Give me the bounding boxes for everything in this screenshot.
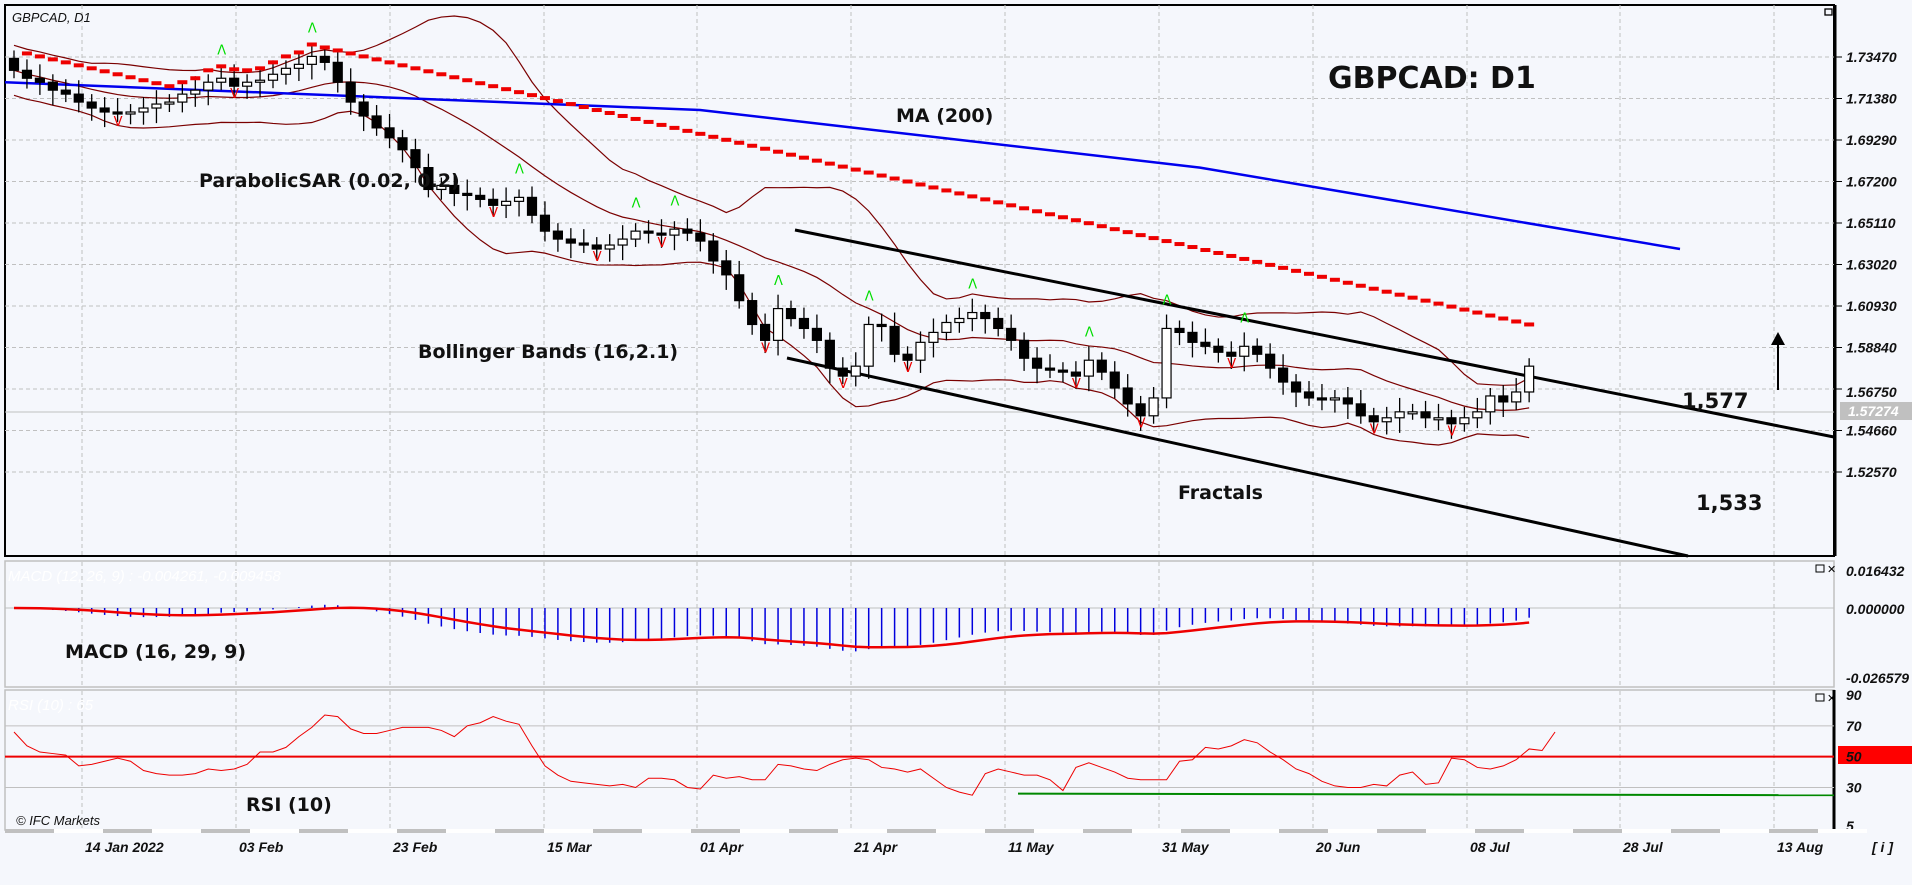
svg-text:Λ: Λ: [670, 194, 679, 209]
bollinger-bands: [13, 15, 1530, 446]
svg-text:11 May: 11 May: [1008, 839, 1055, 855]
up-arrow-icon: [1771, 332, 1785, 390]
macd-pane[interactable]: [4, 560, 1835, 688]
support-level-label: 1,533: [1696, 491, 1762, 515]
symbol-label: GBPCAD, D1: [12, 10, 91, 25]
close-rsi-icon[interactable]: ✕: [1827, 692, 1836, 705]
svg-text:Λ: Λ: [774, 274, 783, 289]
svg-text:1.63020: 1.63020: [1846, 257, 1897, 273]
info-button[interactable]: [ i ]: [1871, 839, 1894, 855]
svg-text:1.65110: 1.65110: [1846, 215, 1896, 231]
svg-text:-0.026579: -0.026579: [1846, 670, 1909, 686]
svg-text:V: V: [489, 206, 498, 221]
svg-text:5: 5: [1846, 818, 1854, 834]
svg-text:1.67200: 1.67200: [1846, 174, 1897, 190]
svg-text:08 Jul: 08 Jul: [1470, 839, 1511, 855]
svg-text:50: 50: [1846, 749, 1862, 765]
current-price-label: 1.57274: [1848, 403, 1899, 419]
macd-header: MACD (12, 26, 9) : -0.004261, -0.009458: [8, 568, 281, 585]
time-scrollbar[interactable]: [5, 829, 1867, 833]
resistance-level-label: 1,577: [1682, 389, 1748, 413]
svg-text:0.016432: 0.016432: [1846, 563, 1905, 579]
time-axis: 14 Jan 2022 03 Feb 23 Feb 15 Mar 01 Apr 21 Ap…: [85, 839, 1824, 855]
svg-text:V: V: [1447, 425, 1456, 440]
maximize-macd-icon[interactable]: [1815, 564, 1825, 573]
svg-text:1.56750: 1.56750: [1846, 384, 1897, 400]
svg-text:V: V: [1072, 377, 1081, 392]
rsi-axis: 90 70 50 30 5: [1846, 687, 1862, 834]
svg-text:1.69290: 1.69290: [1846, 132, 1897, 148]
svg-text:V: V: [114, 115, 123, 130]
svg-text:1.58840: 1.58840: [1846, 340, 1897, 356]
svg-text:V: V: [593, 250, 602, 265]
svg-text:1.60930: 1.60930: [1846, 298, 1897, 314]
bollinger-annotation: Bollinger Bands (16,2.1): [418, 341, 678, 363]
svg-text:14 Jan 2022: 14 Jan 2022: [85, 839, 164, 855]
ma-annotation: MA (200): [896, 105, 993, 127]
svg-text:1.73470: 1.73470: [1846, 49, 1897, 65]
rsi-header: RSI (10) : 65: [8, 697, 94, 714]
chart-title: GBPCAD: D1: [1328, 61, 1536, 96]
svg-text:28 Jul: 28 Jul: [1622, 839, 1664, 855]
svg-text:90: 90: [1846, 687, 1862, 703]
maximize-rsi-icon[interactable]: [1815, 693, 1825, 702]
svg-text:V: V: [761, 341, 770, 356]
trend-channel[interactable]: [786, 228, 1835, 558]
svg-text:1.52570: 1.52570: [1846, 464, 1897, 480]
macd-axis: 0.016432 0.000000 -0.026579: [1846, 563, 1909, 686]
rsi-pane[interactable]: [4, 689, 1835, 831]
copyright-label: © IFC Markets: [16, 813, 100, 828]
svg-text:1.71380: 1.71380: [1846, 91, 1897, 107]
svg-text:V: V: [1227, 357, 1236, 372]
svg-text:V: V: [230, 87, 239, 102]
svg-text:31 May: 31 May: [1162, 839, 1210, 855]
svg-text:V: V: [904, 361, 913, 376]
svg-text:30: 30: [1846, 779, 1862, 795]
svg-text:Λ: Λ: [515, 163, 524, 178]
svg-text:Λ: Λ: [308, 22, 317, 37]
svg-text:Λ: Λ: [1240, 311, 1249, 326]
main-pane[interactable]: [4, 4, 1835, 557]
svg-text:01 Apr: 01 Apr: [700, 839, 745, 855]
svg-text:20 Jun: 20 Jun: [1315, 839, 1360, 855]
svg-text:Λ: Λ: [1163, 294, 1172, 309]
rsi-level-badge: [1838, 746, 1912, 764]
parabolic-sar: [21, 42, 1535, 327]
fractals-annotation: Fractals: [1178, 482, 1263, 504]
svg-text:1.54660: 1.54660: [1846, 423, 1897, 439]
close-macd-icon[interactable]: ✕: [1827, 563, 1836, 576]
candlesticks: [8, 42, 1535, 439]
svg-text:V: V: [658, 236, 667, 251]
svg-text:Λ: Λ: [1085, 325, 1094, 340]
svg-text:70: 70: [1846, 718, 1862, 734]
svg-text:03 Feb: 03 Feb: [239, 839, 284, 855]
maximize-main-icon[interactable]: [1824, 8, 1833, 16]
svg-text:V: V: [1370, 423, 1379, 438]
svg-text:15 Mar: 15 Mar: [547, 839, 593, 855]
price-axis: 1.73470 1.71380 1.69290 1.67200 1.65110 1.630…: [1835, 49, 1897, 480]
rsi-grid: [5, 691, 1835, 828]
svg-text:V: V: [839, 377, 848, 392]
svg-text:Λ: Λ: [217, 43, 226, 58]
macd-annotation: MACD (16, 29, 9): [65, 641, 246, 663]
svg-text:V: V: [1137, 417, 1146, 432]
fractals: V Λ V Λ V Λ V Λ V Λ V Λ V Λ V Λ V Λ V Λ V Λ V V: [114, 22, 1457, 440]
rsi-annotation: RSI (10): [246, 794, 332, 816]
svg-text:0.000000: 0.000000: [1846, 601, 1905, 617]
psar-annotation: ParabolicSAR (0.02, 0.2): [199, 170, 460, 192]
current-price-badge: [1840, 402, 1912, 420]
svg-text:21 Apr: 21 Apr: [853, 839, 899, 855]
svg-text:Λ: Λ: [865, 290, 874, 305]
rsi-series: [13, 714, 1556, 796]
svg-text:Λ: Λ: [632, 196, 641, 211]
svg-text:Λ: Λ: [968, 278, 977, 293]
svg-text:23 Feb: 23 Feb: [392, 839, 438, 855]
svg-text:13 Aug: 13 Aug: [1777, 839, 1824, 855]
macd-series: [13, 604, 1530, 652]
